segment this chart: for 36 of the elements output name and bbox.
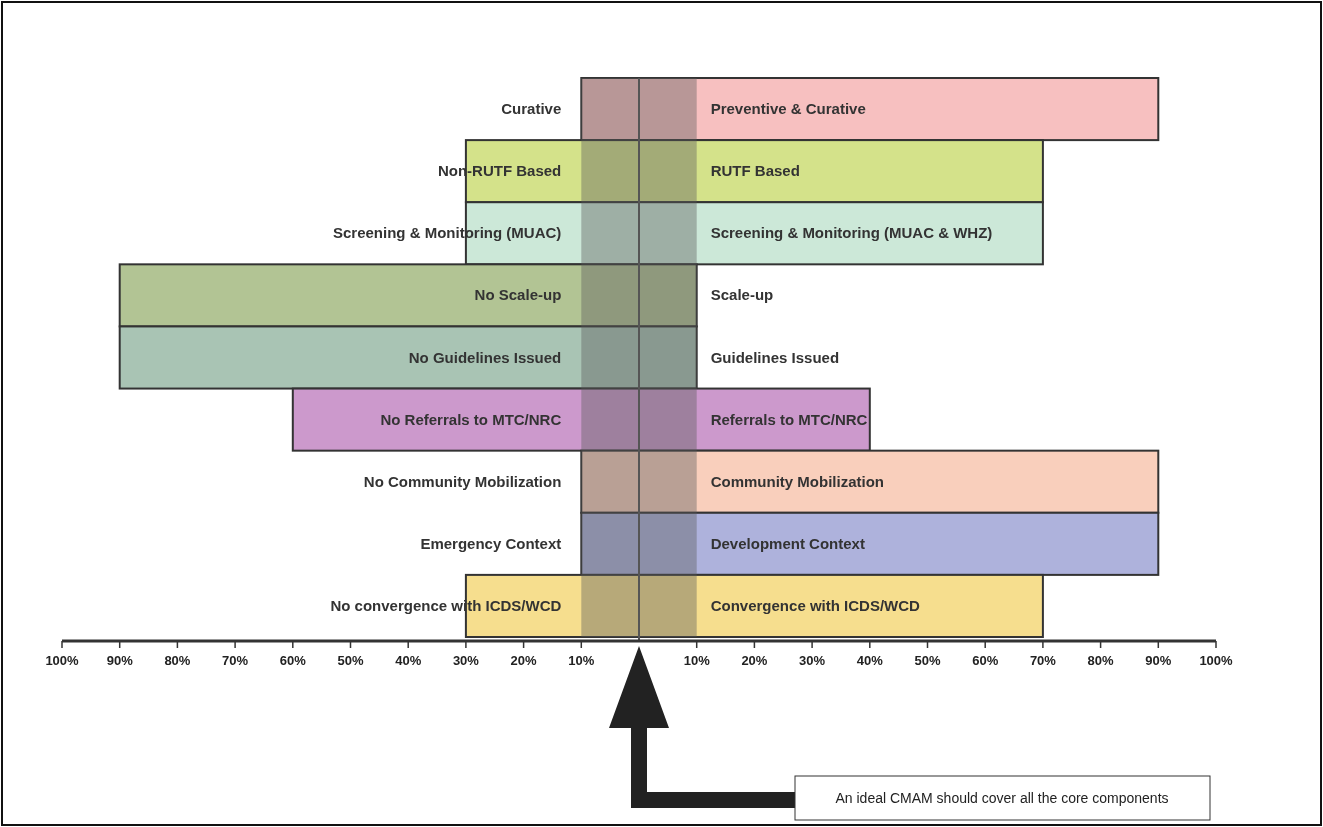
x-tick-label: 10% bbox=[568, 653, 595, 668]
data-label: Guidelines Issued bbox=[710, 348, 840, 366]
data-label: Screening & Monitoring (MUAC & WHZ) bbox=[710, 224, 993, 242]
text: An ideal CMAM should cover all the core components bbox=[835, 790, 1169, 806]
x-tick-label: 50% bbox=[337, 653, 364, 668]
data-label: Development Context bbox=[710, 534, 865, 552]
data-label: No Referrals to MTC/NRC bbox=[380, 410, 562, 428]
x-tick-label: 40% bbox=[395, 653, 422, 668]
x-tick-label: 60% bbox=[279, 653, 307, 668]
data-label: Emergency Context bbox=[420, 534, 562, 552]
data-label: Convergence with ICDS/WCD bbox=[710, 596, 921, 614]
data-label: Referrals to MTC/NRC bbox=[710, 410, 868, 428]
data-label: No Guidelines Issued bbox=[408, 348, 562, 366]
x-tick-label: 80% bbox=[1087, 653, 1115, 668]
x-tick-label: 90% bbox=[1145, 653, 1172, 668]
x-tick-label: 100% bbox=[1199, 653, 1234, 668]
x-tick-label: 30% bbox=[452, 653, 480, 668]
data-label: No Community Mobilization bbox=[363, 472, 562, 490]
data-label: Preventive & Curative bbox=[710, 100, 866, 118]
x-tick-label: 70% bbox=[222, 653, 249, 668]
x-tick-label: 80% bbox=[164, 653, 191, 668]
x-tick-label: 90% bbox=[106, 653, 134, 668]
x-tick-label: 60% bbox=[972, 653, 999, 668]
x-tick-label: 40% bbox=[856, 653, 884, 668]
data-label: RUTF Based bbox=[710, 162, 800, 180]
data-label: Community Mobilization bbox=[710, 472, 885, 490]
data-label: No Scale-up bbox=[474, 286, 562, 304]
x-tick-label: 70% bbox=[1029, 653, 1057, 668]
x-tick-label: 20% bbox=[510, 653, 538, 668]
x-tick-label: 10% bbox=[683, 653, 711, 668]
data-label: Scale-up bbox=[710, 286, 774, 304]
data-label: Curative bbox=[501, 100, 562, 118]
x-tick-label: 20% bbox=[741, 653, 768, 668]
x-tick-label: 30% bbox=[799, 653, 826, 668]
x-tick-label: 100% bbox=[45, 653, 80, 668]
x-tick-label: 50% bbox=[914, 653, 941, 668]
